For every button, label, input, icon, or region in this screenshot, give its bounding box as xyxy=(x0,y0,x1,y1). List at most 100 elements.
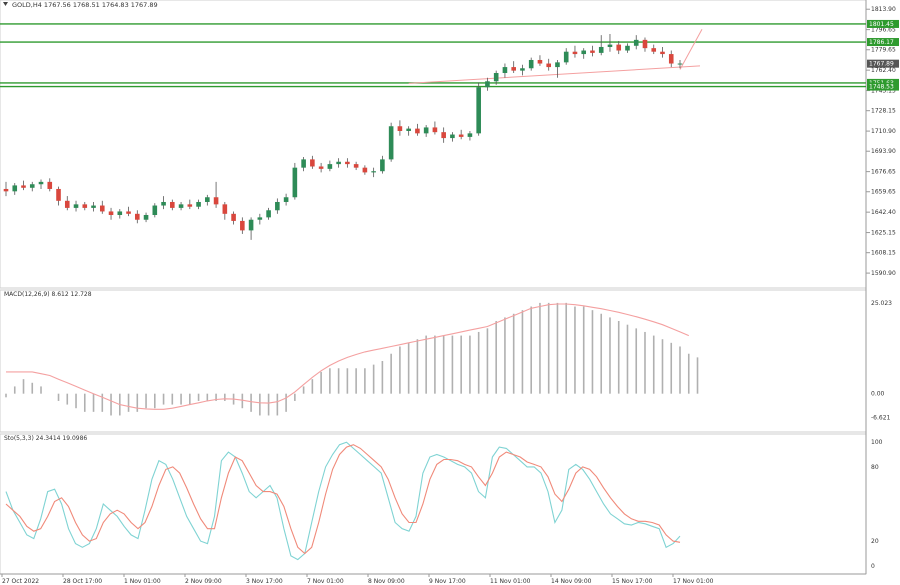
level-price-tag xyxy=(867,38,899,47)
candle-body xyxy=(257,217,263,220)
candle-body xyxy=(458,134,464,137)
price-tick-label: 1813.90 xyxy=(871,6,896,13)
last-price-label: 1767.89 xyxy=(869,61,894,68)
price-tick-label: 1608.15 xyxy=(871,250,896,257)
candle-body xyxy=(555,62,560,68)
price-tick-label: 1693.90 xyxy=(871,148,896,155)
level-price-label: 1748.53 xyxy=(869,84,894,91)
stochastic-tick-label: 0 xyxy=(871,563,875,570)
candle-body xyxy=(161,201,166,206)
candle-body xyxy=(275,201,280,211)
dropdown-triangle-icon[interactable] xyxy=(3,2,8,6)
price-tick-label: 1779.65 xyxy=(871,47,896,54)
candle-body xyxy=(345,161,350,165)
time-tick-label: 3 Nov 17:00 xyxy=(246,578,283,585)
candle-body xyxy=(660,51,665,55)
time-tick-label: 27 Oct 2022 xyxy=(2,578,39,585)
candle-body xyxy=(633,39,639,46)
candle-body xyxy=(91,205,96,208)
time-tick-label: 14 Nov 09:00 xyxy=(551,578,592,585)
candle-body xyxy=(371,171,376,173)
stochastic-main-line xyxy=(5,441,681,561)
candle-body xyxy=(651,48,657,52)
candle-body xyxy=(29,184,35,188)
candle-body xyxy=(415,128,420,134)
stochastic-tick-label: 80 xyxy=(871,464,879,471)
candle-body xyxy=(12,185,18,192)
candle-body xyxy=(336,161,341,165)
candle-body xyxy=(301,159,306,168)
macd-title: MACD(12,26,9) 8.612 12.728 xyxy=(4,291,92,298)
level-price-tag xyxy=(867,19,899,28)
candle-body xyxy=(520,68,525,71)
candle-body xyxy=(178,204,184,208)
price-tick-label: 1642.40 xyxy=(871,209,896,216)
candle-body xyxy=(47,181,53,189)
candle-body xyxy=(117,211,123,215)
candle-body xyxy=(3,188,9,192)
candle-body xyxy=(327,164,333,169)
price-tick-label: 1676.65 xyxy=(871,169,896,176)
candle-body xyxy=(362,167,368,173)
candle-body xyxy=(563,51,569,63)
candle-body xyxy=(38,181,44,185)
candle-body xyxy=(56,188,61,201)
candle-body xyxy=(248,219,254,231)
candle-body xyxy=(205,197,210,202)
time-tick-label: 9 Nov 17:00 xyxy=(429,578,466,585)
candle-body xyxy=(590,50,595,53)
price-tick-label: 1796.65 xyxy=(871,27,896,34)
candle-body xyxy=(99,205,105,212)
candle-body xyxy=(493,73,499,82)
candle-body xyxy=(310,159,315,167)
time-tick-label: 7 Nov 01:00 xyxy=(307,578,344,585)
candle-body xyxy=(668,54,674,64)
candle-body xyxy=(152,205,158,215)
candle-body xyxy=(616,44,622,51)
candle-body xyxy=(64,200,70,208)
price-panel[interactable] xyxy=(0,0,867,289)
time-tick-label: 1 Nov 01:00 xyxy=(124,578,161,585)
price-tick-label: 1710.90 xyxy=(871,128,896,135)
level-price-label: 1801.45 xyxy=(869,21,894,28)
candle-body xyxy=(607,44,613,47)
level-price-tag xyxy=(867,82,899,91)
candle-body xyxy=(388,126,394,160)
time-tick-label: 15 Nov 17:00 xyxy=(612,578,653,585)
candle-body xyxy=(423,127,429,134)
candle-body xyxy=(528,59,534,69)
candle-body xyxy=(318,166,324,169)
stochastic-tick-label: 100 xyxy=(871,439,883,446)
price-tick-label: 1659.65 xyxy=(871,189,896,196)
candle-body xyxy=(380,159,385,172)
macd-panel[interactable] xyxy=(0,289,867,433)
candle-body xyxy=(450,134,455,139)
candle-body xyxy=(397,126,403,131)
stochastic-panel[interactable] xyxy=(0,433,867,575)
candle-body xyxy=(222,204,228,214)
candle-body xyxy=(73,204,79,208)
candle-body xyxy=(143,215,149,220)
candle-body xyxy=(134,213,140,220)
candle-body xyxy=(283,197,289,202)
macd-tick-label: 0.00 xyxy=(871,391,885,398)
last-price-tag xyxy=(867,59,899,68)
candle-body xyxy=(353,164,359,168)
candle-body xyxy=(572,51,578,55)
candle-body xyxy=(196,201,201,207)
price-tick-label: 1590.90 xyxy=(871,270,896,277)
candle-body xyxy=(82,204,88,208)
candle-body xyxy=(406,128,411,131)
price-tick-label: 1625.15 xyxy=(871,230,896,237)
candle-body xyxy=(476,87,481,134)
candle-body xyxy=(598,46,604,53)
candle-body xyxy=(108,211,114,215)
stochastic-tick-label: 20 xyxy=(871,538,879,545)
candle-body xyxy=(677,63,683,65)
stochastic-title: Sto(5,3,3) 24.3414 19.0986 xyxy=(4,435,87,442)
candle-body xyxy=(511,67,516,71)
macd-tick-label: -6.621 xyxy=(871,415,891,422)
candle-body xyxy=(441,132,446,139)
candle-body xyxy=(642,39,648,49)
candle-body xyxy=(432,127,438,133)
